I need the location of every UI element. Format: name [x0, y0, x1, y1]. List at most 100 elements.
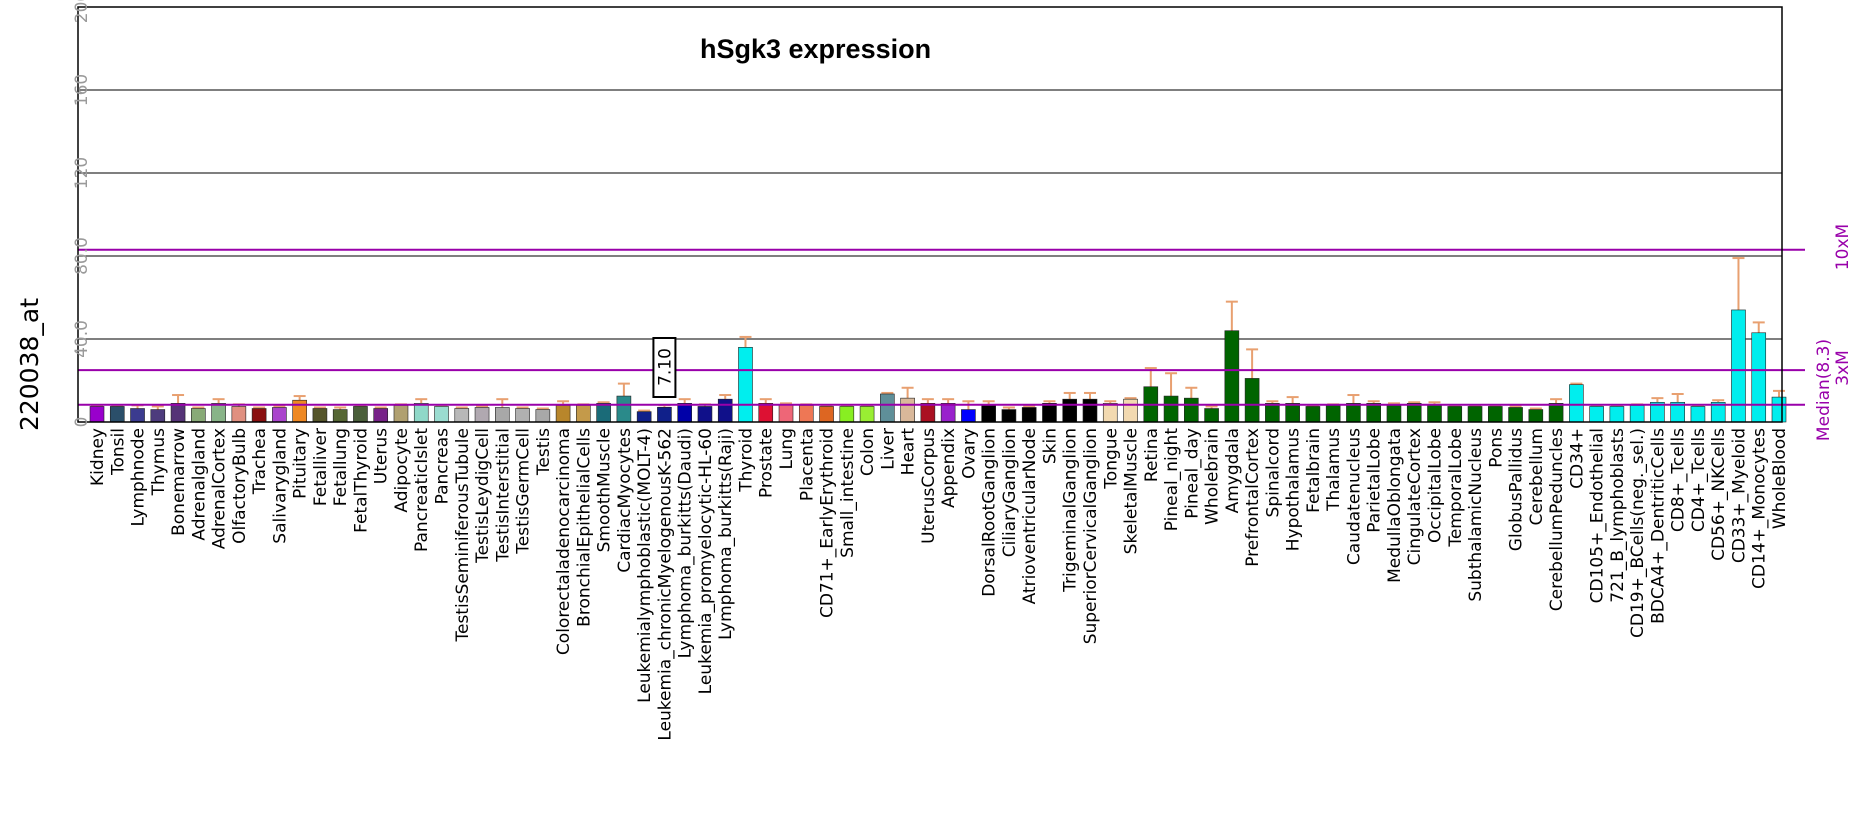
x-tick-label: AdrenalCortex	[210, 428, 230, 549]
x-tick-label: Fetalbrain	[1304, 428, 1324, 513]
bar	[1690, 406, 1706, 423]
bar	[738, 346, 753, 423]
bar	[1406, 403, 1422, 423]
annotation-box	[652, 337, 677, 398]
bar	[1163, 395, 1179, 423]
x-tick-label: CD34+	[1567, 428, 1587, 489]
x-tick-labels: Kidney Tonsil Lymphnode Thymus Bonemarrow Adr…	[88, 428, 1790, 741]
bar	[413, 403, 429, 423]
x-tick-label: Uterus	[372, 428, 392, 484]
x-tick-label: CD19+_BCells(neg._sel.)	[1628, 428, 1648, 638]
x-tick-label: Pons	[1486, 428, 1506, 468]
bar	[312, 408, 328, 423]
x-tick-label: BronchialEpithelialCells	[574, 428, 594, 627]
x-tick-label: Wholebrain	[1203, 428, 1223, 525]
bar	[1528, 409, 1544, 423]
bar	[616, 395, 632, 423]
x-tick-label: Leukemia_promyelocytic-HL-60	[696, 428, 716, 694]
y-tick-labels: 0 40.0 80.0 120 160 200	[72, 0, 92, 427]
x-tick-label: Hypothalamus	[1284, 428, 1304, 551]
x-tick-label: CerebellumPeduncles	[1547, 428, 1567, 611]
x-tick-label: Placenta	[797, 428, 817, 501]
x-tick-label: TestisGermCell	[514, 428, 534, 555]
x-tick-label: Adipocyte	[392, 428, 412, 513]
bar	[1771, 396, 1787, 423]
x-tick-label: Heart	[899, 428, 919, 476]
x-tick-label: Ovary	[959, 428, 979, 479]
x-tick-label: CD14+_Monocytes	[1750, 428, 1770, 589]
x-tick-label: CD8+_Tcells	[1669, 428, 1689, 532]
x-tick-label: Pancreas	[433, 428, 453, 505]
x-tick-label: Liver	[878, 428, 898, 470]
x-tick-label: Colorectaladenocarcinoma	[554, 428, 574, 655]
x-tick-label: Thyroid	[736, 428, 756, 493]
bar	[940, 403, 956, 423]
bar	[272, 407, 287, 423]
bar	[434, 406, 449, 423]
bar	[170, 403, 186, 423]
x-tick-label: Prostate	[757, 428, 777, 498]
bar	[130, 408, 145, 423]
x-tick-label: Fetallung	[331, 428, 351, 506]
x-tick-label: DorsalRootGanglion	[980, 428, 1000, 597]
x-tick-label: Appendix	[939, 428, 959, 508]
x-tick-label: Adrenalgland	[189, 428, 209, 541]
x-tick-label: OccipitalLobe	[1425, 428, 1445, 543]
x-tick-label: BDCA4+_DentriticCells	[1648, 428, 1668, 624]
bar	[1204, 408, 1219, 423]
x-tick-label: UterusCorpus	[919, 428, 939, 544]
bar	[292, 399, 307, 423]
x-tick-label: ParietalLobe	[1365, 428, 1385, 533]
x-tick-label: AtrioventricularNode	[1020, 428, 1040, 604]
bar	[961, 409, 976, 423]
x-tick-label: Lymphoma_burkitts(Raji)	[716, 428, 736, 640]
y-tick-label: 200	[72, 0, 92, 23]
x-tick-label: Pituitary	[291, 428, 311, 499]
annotation-label: 7.10	[655, 348, 675, 386]
x-tick-label: Retina	[1142, 428, 1162, 482]
bar	[1244, 378, 1260, 423]
bar	[576, 405, 591, 423]
reference-line-label: 10xM	[1833, 224, 1853, 270]
x-tick-label: Bonemarrow	[169, 428, 189, 536]
x-tick-label: GlobusPallidus	[1507, 428, 1527, 551]
y-axis-label: 220038_at	[15, 298, 44, 431]
x-tick-label: Leukemialymphoblastic(MOLT-4)	[635, 428, 655, 703]
reference-line-label: Median(8.3)	[1814, 339, 1834, 441]
x-tick-label: CingulateCortex	[1405, 428, 1425, 565]
y-tick-label: 160	[72, 74, 92, 106]
bar	[981, 405, 996, 423]
bar	[353, 406, 368, 423]
bar	[474, 407, 490, 423]
bar	[89, 406, 105, 423]
bar	[819, 406, 834, 423]
bar	[1427, 404, 1442, 423]
x-tick-label: Small_intestine	[838, 428, 858, 558]
gridlines	[78, 89, 1782, 340]
y-tick-label: 80.0	[72, 237, 92, 275]
x-tick-label: Pineal_day	[1182, 428, 1202, 519]
bar	[1548, 403, 1564, 423]
x-tick-label: Kidney	[88, 428, 108, 486]
bar	[1366, 403, 1381, 423]
bar	[758, 403, 774, 423]
x-tick-label: PrefrontalCortex	[1243, 428, 1263, 567]
x-tick-label: TestisLeydigCell	[473, 428, 493, 564]
plot-frame	[77, 6, 1783, 423]
bar	[1751, 332, 1767, 423]
bar	[1001, 409, 1017, 423]
bar	[1082, 398, 1098, 423]
x-tick-label: CD33+_Myeloid	[1729, 428, 1749, 563]
x-tick-label: CD56+_NKCells	[1709, 428, 1729, 561]
bar	[393, 405, 409, 423]
bar	[1508, 407, 1523, 423]
x-tick-label: Skin	[1040, 428, 1060, 464]
bar	[859, 406, 875, 423]
x-tick-label: Lymphnode	[129, 428, 149, 527]
bar	[1386, 405, 1402, 423]
x-tick-label: Trachea	[250, 428, 270, 495]
x-tick-label: SmoothMuscle	[595, 428, 615, 552]
x-tick-label: Caudatenucleus	[1344, 428, 1364, 565]
